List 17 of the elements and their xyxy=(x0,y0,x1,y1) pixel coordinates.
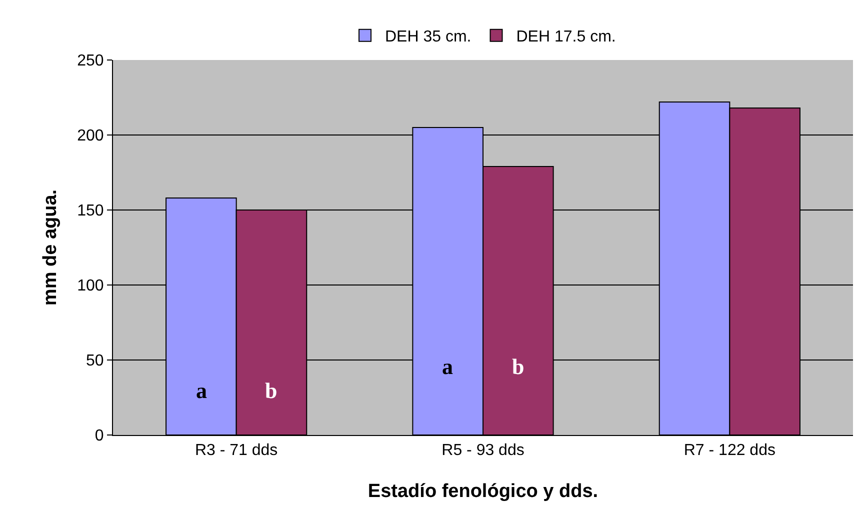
x-tick-label: R7 - 122 dds xyxy=(684,442,776,460)
y-tick-label: 100 xyxy=(77,278,104,295)
y-tick-label: 200 xyxy=(77,128,104,145)
annotation: a xyxy=(196,378,207,403)
annotation: b xyxy=(265,378,278,403)
y-tick-label: 250 xyxy=(77,52,104,70)
y-tick-label: 150 xyxy=(77,202,104,220)
annotation: b xyxy=(512,354,524,379)
y-axis-title: mm de agua. xyxy=(40,189,61,306)
annotation: a xyxy=(442,354,453,379)
y-tick-label: 0 xyxy=(94,428,104,445)
legend-label: DEH 17.5 cm. xyxy=(516,28,616,46)
y-tick-label: 50 xyxy=(86,352,104,370)
legend-label: DEH 35 cm. xyxy=(385,28,472,46)
x-tick-label: R5 - 93 dds xyxy=(442,442,524,460)
x-tick-label: R3 - 71 dds xyxy=(194,442,278,460)
x-axis-title: Estadío fenológico y dds. xyxy=(368,481,598,502)
